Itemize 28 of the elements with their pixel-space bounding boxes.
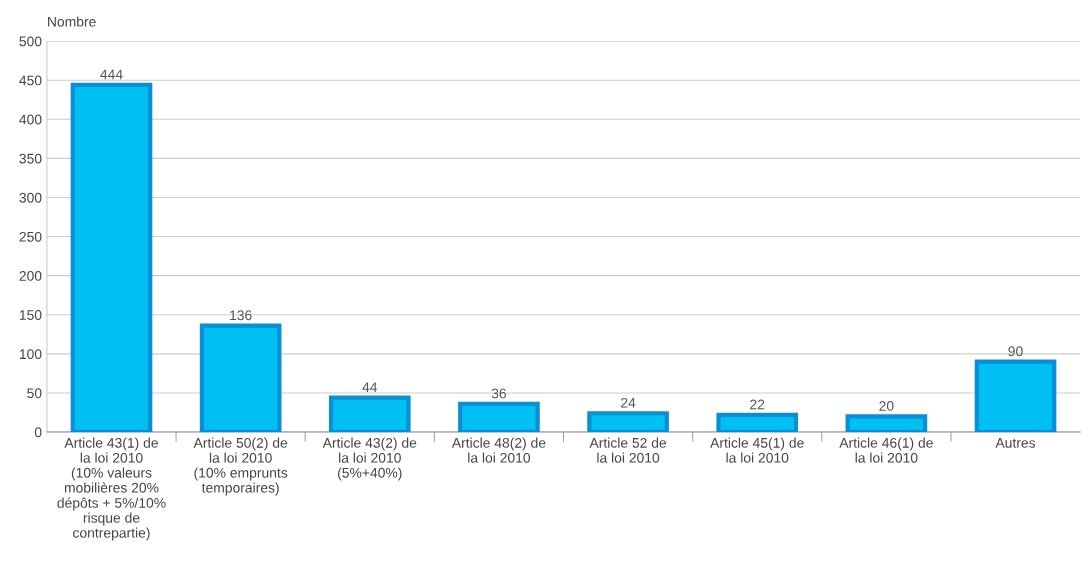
y-tick-label: 250 xyxy=(19,231,42,242)
data-label: 36 xyxy=(491,388,507,399)
y-tick-label: 450 xyxy=(19,75,42,86)
x-tick-label: Article 50(2) de la loi 2010 (10% emprunts temporaires) xyxy=(193,437,288,496)
y-tick-label: 500 xyxy=(19,36,42,47)
y-tick-label: 100 xyxy=(19,349,42,360)
y-tick-label: 350 xyxy=(19,153,42,164)
x-tick-label: Article 52 de la loi 2010 xyxy=(589,437,667,463)
y-tick-label: 0 xyxy=(34,427,42,438)
y-tick-label: 50 xyxy=(27,388,42,399)
x-tick-label: Article 43(1) de la loi 2010 (10% valeurs mobilières 20% dépôts + 5%/10% risque de contrepartie) xyxy=(57,437,166,541)
y-axis-title: Nombre xyxy=(48,16,96,27)
data-label: 24 xyxy=(621,397,636,408)
x-tick-label: Article 46(1) de la loi 2010 xyxy=(839,437,933,463)
data-label: 20 xyxy=(879,401,894,411)
data-label: 44 xyxy=(362,382,378,392)
x-tick-label: Article 43(2) de la loi 2010 (5%+40%) xyxy=(322,437,417,481)
data-label: 90 xyxy=(1008,346,1023,357)
y-tick-label: 400 xyxy=(19,114,42,125)
data-label: 22 xyxy=(750,399,765,410)
y-tick-label: 300 xyxy=(19,192,42,203)
data-label: 444 xyxy=(100,69,123,80)
x-tick-label: Article 48(2) de la loi 2010 xyxy=(451,437,546,463)
x-tick-label: Autres xyxy=(995,438,1036,448)
x-tick-label: Article 45(1) de la loi 2010 xyxy=(710,437,804,463)
y-tick-label: 200 xyxy=(19,270,42,281)
data-label: 136 xyxy=(230,310,252,321)
y-tick-label: 150 xyxy=(19,310,42,320)
